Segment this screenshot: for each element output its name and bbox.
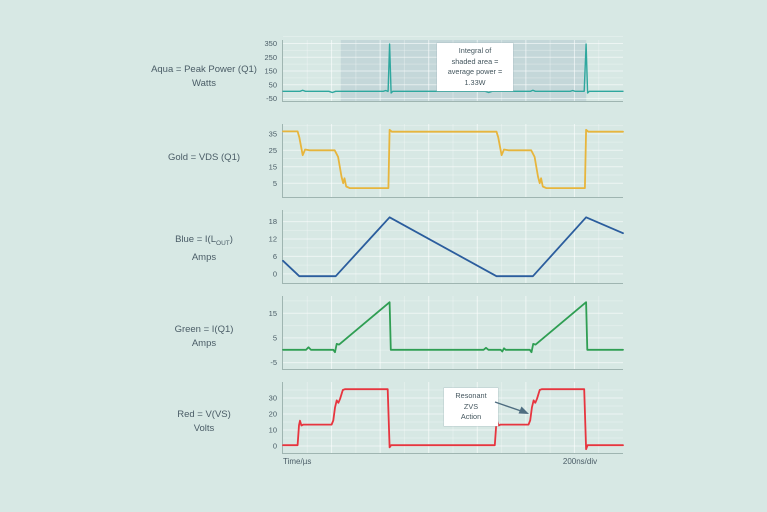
time-axis-label: Time/µs [283,457,312,466]
trace-label-line: Blue = I(LOUT) [175,234,233,247]
plot-inductor-current: 18 12 6 0 [269,210,624,284]
y-tick-label: 10 [269,426,277,435]
y-tick-label: 5 [273,179,277,188]
annotation-line: average power = [447,67,503,76]
trace-vs-voltage [282,388,624,451]
trace-label-line: Watts [192,78,216,89]
zvs-annotation-box: Resonant ZVS Action [444,388,498,426]
trace-label-q1-current: Green = I(Q1) Amps [74,323,334,351]
trace-inductor-current [282,216,624,278]
annotation-line: shaded area = [451,56,499,66]
y-tick-label: 25 [269,146,277,155]
integral-annotation-box: Integral of shaded area = average power … [437,43,513,91]
trace-label-peak-power: Aqua = Peak Power (Q1) Watts [74,63,334,91]
y-tick-label: 12 [269,235,277,244]
y-tick-label: 5 [273,334,277,343]
plot-q1-current: 15 5 -5 [269,296,624,370]
y-tick-label: 35 [269,129,277,138]
trace-vds-q1 [282,128,624,189]
trace-label-line: Volts [193,423,215,434]
y-tick-label: 50 [269,80,277,89]
trace-label-line: Green = I(Q1) [174,324,234,335]
trace-peak-power [282,43,624,94]
annotation-line: Action [460,412,482,421]
y-tick-label: 15 [269,309,277,318]
y-tick-label: 0 [273,442,277,451]
trace-label-line: Gold = VDS (Q1) [167,152,241,163]
annotation-line: Resonant [455,391,487,400]
y-tick-label: 20 [269,410,277,419]
trace-label-line: Amps [191,338,217,349]
y-tick-label: 150 [264,67,277,76]
annotation-line: Integral of [458,46,492,55]
plot-vs-voltage: 30 20 10 0 [269,382,624,454]
y-tick-label: -50 [266,94,277,103]
annotation-line: 1.33W [464,77,486,87]
y-tick-label: 0 [273,269,277,278]
trace-label-line: Red = V(VS) [177,409,231,420]
trace-label-line: Amps [191,251,217,263]
y-tick-label: 18 [269,217,277,226]
y-tick-label: 30 [269,394,277,403]
y-tick-label: 15 [269,162,277,171]
timebase-label: 200ns/div [562,457,598,466]
trace-label-vds-q1: Gold = VDS (Q1) [74,151,334,165]
plot-vds-q1: 35 25 15 5 [269,124,624,198]
y-tick-label: 350 [264,39,277,48]
trace-q1-current [282,301,624,354]
y-tick-label: -5 [270,358,277,367]
annotation-line: ZVS [463,401,479,411]
y-tick-label: 250 [264,53,277,62]
trace-label-vs-voltage: Red = V(VS) Volts [74,408,334,436]
trace-label-inductor-current: Blue = I(LOUT) Amps [74,233,334,265]
trace-label-line: Aqua = Peak Power (Q1) [151,64,257,75]
y-tick-label: 6 [273,252,277,261]
